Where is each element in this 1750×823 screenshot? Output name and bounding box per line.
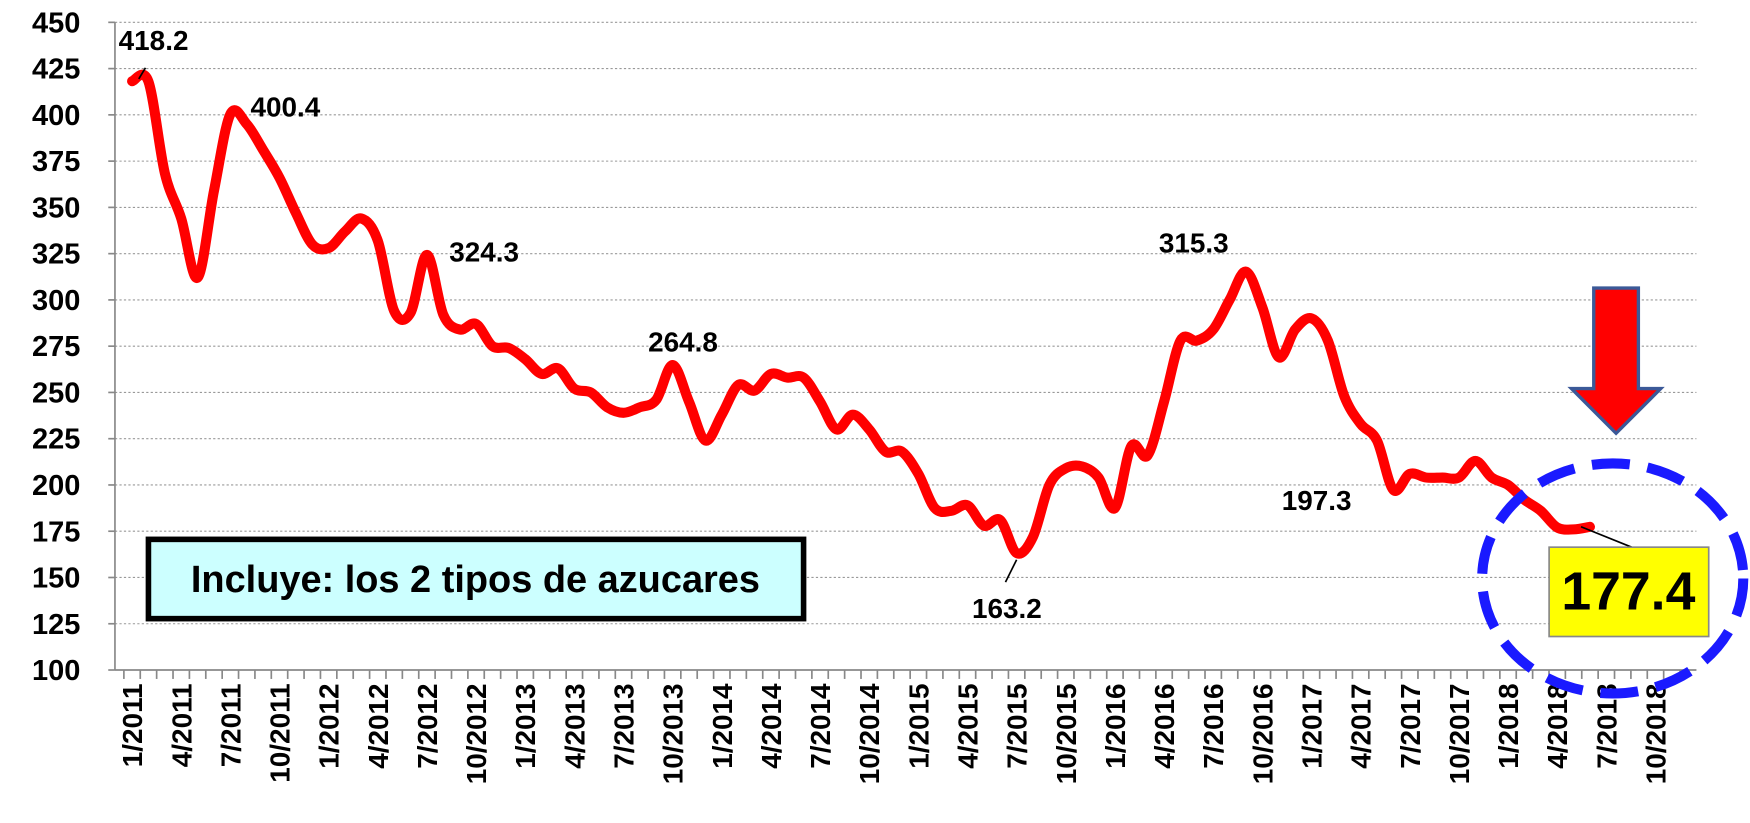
y-tick-label: 225: [32, 424, 80, 456]
x-tick-label: 10/2013: [658, 683, 689, 784]
y-tick-label: 175: [32, 516, 80, 548]
y-tick-label: 150: [32, 563, 80, 595]
y-tick-label: 300: [32, 285, 80, 317]
x-tick-label: 4/2014: [756, 683, 787, 769]
x-tick-label: 10/2015: [1051, 683, 1082, 784]
x-tick-label: 4/2015: [953, 683, 984, 768]
data-label: 197.3: [1282, 485, 1352, 516]
leader-line: [1580, 526, 1633, 548]
highlight-label: 177.4: [1561, 562, 1695, 622]
x-tick-label: 7/2015: [1002, 683, 1033, 768]
x-tick-label: 4/2016: [1149, 683, 1180, 768]
y-tick-label: 350: [32, 192, 80, 224]
x-tick-label: 10/2012: [461, 683, 492, 784]
y-tick-label: 400: [32, 100, 80, 132]
y-tick-label: 200: [32, 470, 80, 502]
x-tick-label: 10/2016: [1247, 683, 1278, 784]
x-tick-label: 7/2012: [412, 683, 443, 768]
x-tick-label: 4/2017: [1346, 683, 1377, 768]
data-label: 163.2: [972, 593, 1042, 624]
x-tick-label: 10/2014: [854, 683, 885, 784]
y-tick-label: 375: [32, 146, 80, 178]
x-tick-label: 10/2018: [1641, 683, 1672, 784]
x-tick-label: 7/2017: [1395, 683, 1426, 768]
x-tick-label: 1/2012: [314, 683, 345, 768]
x-tick-label: 4/2013: [559, 683, 590, 768]
data-label: 264.8: [648, 327, 718, 358]
x-tick-label: 1/2013: [510, 683, 541, 768]
x-tick-label: 7/2014: [805, 683, 836, 769]
x-tick-label: 7/2016: [1198, 683, 1229, 768]
plot: 418.2 400.4 324.3 264.8 163.2 315.3 197.3 177.4: [119, 25, 1710, 638]
y-tick-label: 250: [32, 377, 80, 409]
x-tick-label: 1/2018: [1493, 683, 1524, 768]
data-label: 418.2: [119, 25, 189, 56]
x-tick-label: 1/2017: [1297, 683, 1328, 768]
y-tick-label: 450: [32, 7, 80, 39]
leader-line: [138, 67, 147, 80]
grid: [114, 21, 1697, 625]
leader-line: [1004, 559, 1018, 583]
y-tick-label: 325: [32, 239, 80, 271]
x-tick-label: 7/2011: [215, 683, 246, 767]
note-box: [145, 536, 807, 622]
note-text: Incluye: los 2 tipos de azucares: [191, 559, 760, 601]
x-tick-label: 4/2018: [1542, 683, 1573, 768]
y-tick-label: 100: [32, 655, 80, 687]
x-tick-label: 1/2011: [117, 683, 148, 767]
axes: 100 125 150 175 200 225 250 275 300 325 350 375 400 4…: [32, 7, 1697, 784]
x-tick-label: 7/2013: [609, 683, 640, 768]
x-tick-label: 1/2014: [707, 683, 738, 769]
x-tick-label: 4/2011: [166, 683, 197, 767]
y-tick-label: 275: [32, 331, 80, 363]
arrow: [1567, 286, 1665, 436]
data-label: 324.3: [449, 237, 519, 268]
x-tick-label: 10/2017: [1444, 683, 1475, 784]
x-tick-label: 1/2016: [1100, 683, 1131, 768]
highlight-box: [1548, 546, 1710, 638]
y-tick-label: 425: [32, 54, 80, 86]
y-tick-label: 125: [32, 609, 80, 641]
data-label: 400.4: [250, 91, 320, 122]
x-tick-label: 1/2015: [903, 683, 934, 768]
data-label: 315.3: [1159, 228, 1229, 259]
x-tick-label: 10/2011: [265, 683, 296, 782]
x-tick-label: 4/2012: [363, 683, 394, 768]
line: [127, 69, 1595, 559]
highlight-ellipse: [1477, 458, 1749, 699]
